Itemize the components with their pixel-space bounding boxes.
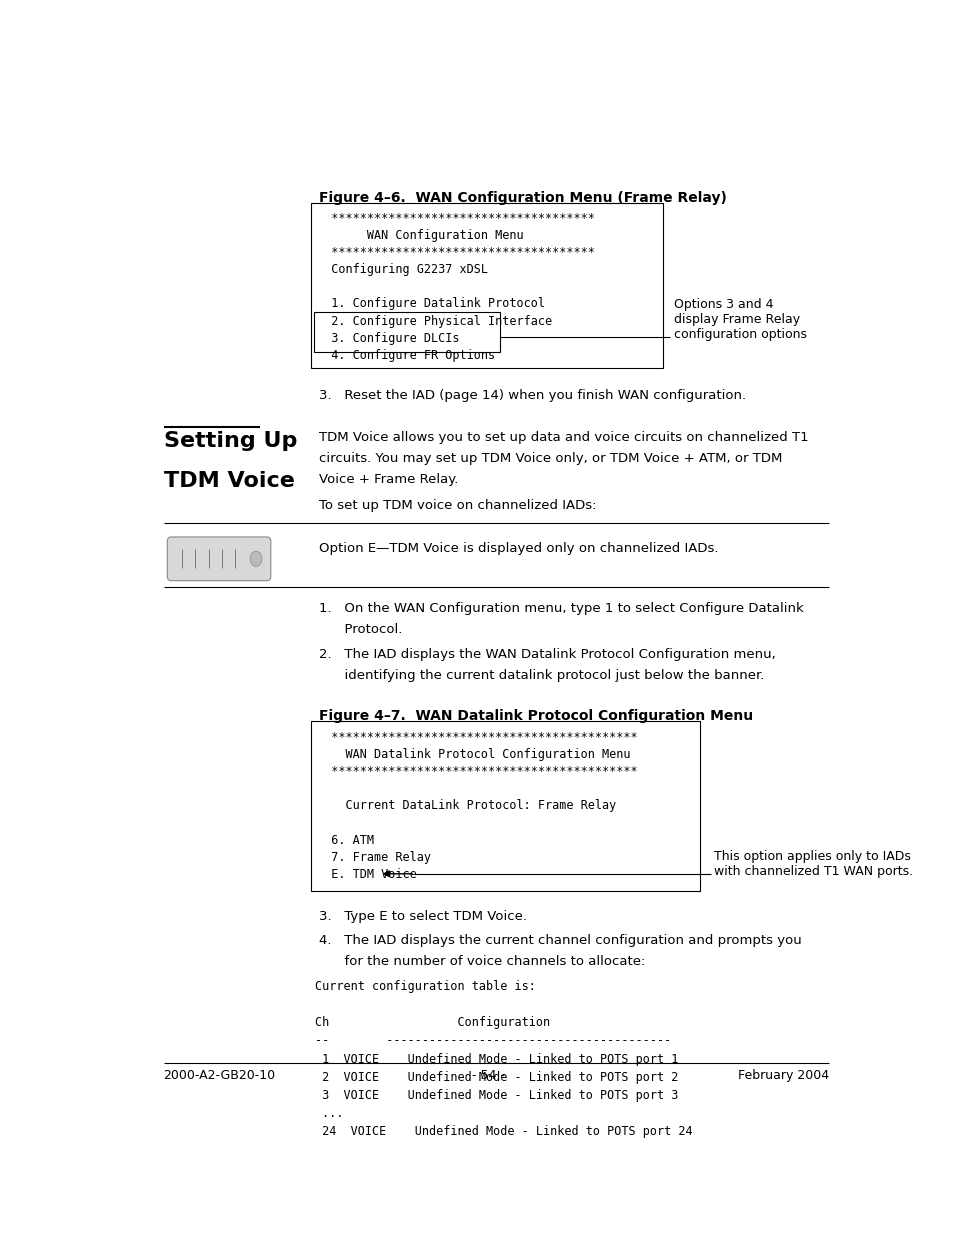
Text: circuits. You may set up TDM Voice only, or TDM Voice + ATM, or TDM: circuits. You may set up TDM Voice only,… [318, 452, 781, 466]
Text: Options 3 and 4: Options 3 and 4 [673, 298, 773, 311]
Text: Protocol.: Protocol. [318, 622, 402, 636]
Text: 1.   On the WAN Configuration menu, type 1 to select Configure Datalink: 1. On the WAN Configuration menu, type 1… [318, 601, 802, 615]
Text: 1. Configure Datalink Protocol: 1. Configure Datalink Protocol [317, 298, 545, 310]
Text: *******************************************: ****************************************… [317, 764, 638, 778]
Text: To set up TDM voice on channelized IADs:: To set up TDM voice on channelized IADs: [318, 499, 596, 513]
Text: 2.   The IAD displays the WAN Datalink Protocol Configuration menu,: 2. The IAD displays the WAN Datalink Pro… [318, 648, 775, 661]
Text: Current DataLink Protocol: Frame Relay: Current DataLink Protocol: Frame Relay [317, 799, 616, 813]
Text: *************************************: ************************************* [317, 246, 595, 259]
Text: identifying the current datalink protocol just below the banner.: identifying the current datalink protoco… [318, 669, 763, 682]
Text: - 54 -: - 54 - [472, 1068, 505, 1082]
Text: 4. Configure FR Options: 4. Configure FR Options [317, 348, 495, 362]
Text: Setting Up: Setting Up [164, 431, 296, 452]
Text: 7. Frame Relay: 7. Frame Relay [317, 851, 431, 863]
Text: WAN Configuration Menu: WAN Configuration Menu [317, 228, 523, 242]
Text: *************************************: ************************************* [317, 212, 595, 225]
Text: 4.   The IAD displays the current channel configuration and prompts you: 4. The IAD displays the current channel … [318, 934, 801, 947]
Text: TDM Voice: TDM Voice [164, 472, 294, 492]
Text: for the number of voice channels to allocate:: for the number of voice channels to allo… [318, 955, 644, 967]
Text: February 2004: February 2004 [737, 1068, 828, 1082]
Text: E. TDM Voice: E. TDM Voice [317, 868, 416, 881]
Text: 3. Configure DLCIs: 3. Configure DLCIs [317, 332, 459, 345]
FancyBboxPatch shape [167, 537, 271, 580]
Bar [314, 312, 499, 352]
Text: TDM Voice allows you to set up data and voice circuits on channelized T1: TDM Voice allows you to set up data and … [318, 431, 807, 445]
Text: with channelized T1 WAN ports.: with channelized T1 WAN ports. [714, 866, 913, 878]
Text: *******************************************: ****************************************… [317, 731, 638, 743]
Bar [311, 721, 699, 890]
Text: This option applies only to IADs: This option applies only to IADs [714, 850, 910, 863]
Text: --        ----------------------------------------: -- -------------------------------------… [314, 1035, 671, 1047]
Text: 2000-A2-GB20-10: 2000-A2-GB20-10 [164, 1068, 275, 1082]
Text: 2  VOICE    Undefined Mode - Linked to POTS port 2: 2 VOICE Undefined Mode - Linked to POTS … [314, 1071, 678, 1083]
Text: Figure 4–7.  WAN Datalink Protocol Configuration Menu: Figure 4–7. WAN Datalink Protocol Config… [318, 709, 752, 722]
Text: Option E—TDM Voice is displayed only on channelized IADs.: Option E—TDM Voice is displayed only on … [318, 542, 718, 555]
Text: Configuring G2237 xDSL: Configuring G2237 xDSL [317, 263, 488, 277]
Text: 3  VOICE    Undefined Mode - Linked to POTS port 3: 3 VOICE Undefined Mode - Linked to POTS … [314, 1089, 678, 1102]
Text: 24  VOICE    Undefined Mode - Linked to POTS port 24: 24 VOICE Undefined Mode - Linked to POTS… [314, 1125, 692, 1137]
Text: Voice + Frame Relay.: Voice + Frame Relay. [318, 473, 457, 487]
Circle shape [250, 551, 262, 567]
Text: Current configuration table is:: Current configuration table is: [314, 981, 536, 993]
Bar [311, 204, 662, 368]
Text: 3.   Reset the IAD (page 14) when you finish WAN configuration.: 3. Reset the IAD (page 14) when you fini… [318, 389, 745, 401]
Text: Figure 4–6.  WAN Configuration Menu (Frame Relay): Figure 4–6. WAN Configuration Menu (Fram… [318, 191, 726, 205]
Text: display Frame Relay: display Frame Relay [673, 314, 799, 326]
Text: 6. ATM: 6. ATM [317, 834, 374, 846]
Text: configuration options: configuration options [673, 329, 806, 341]
Text: 2. Configure Physical Interface: 2. Configure Physical Interface [317, 315, 552, 327]
Text: Ch                  Configuration: Ch Configuration [314, 1016, 550, 1030]
Text: WAN Datalink Protocol Configuration Menu: WAN Datalink Protocol Configuration Menu [317, 748, 630, 761]
Text: ...: ... [314, 1107, 343, 1120]
Text: 3.   Type E to select TDM Voice.: 3. Type E to select TDM Voice. [318, 910, 526, 923]
Text: 1  VOICE    Undefined Mode - Linked to POTS port 1: 1 VOICE Undefined Mode - Linked to POTS … [314, 1052, 678, 1066]
